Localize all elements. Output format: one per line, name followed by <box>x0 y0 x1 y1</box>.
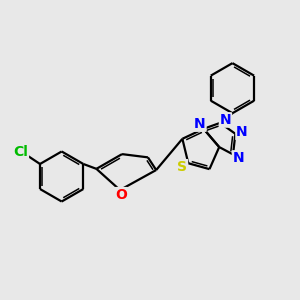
Text: O: O <box>116 188 128 202</box>
Text: S: S <box>177 160 188 174</box>
Text: N: N <box>194 117 206 131</box>
Text: N: N <box>232 151 244 165</box>
Text: N: N <box>220 113 231 127</box>
Text: Cl: Cl <box>14 145 28 159</box>
Text: N: N <box>236 125 248 139</box>
